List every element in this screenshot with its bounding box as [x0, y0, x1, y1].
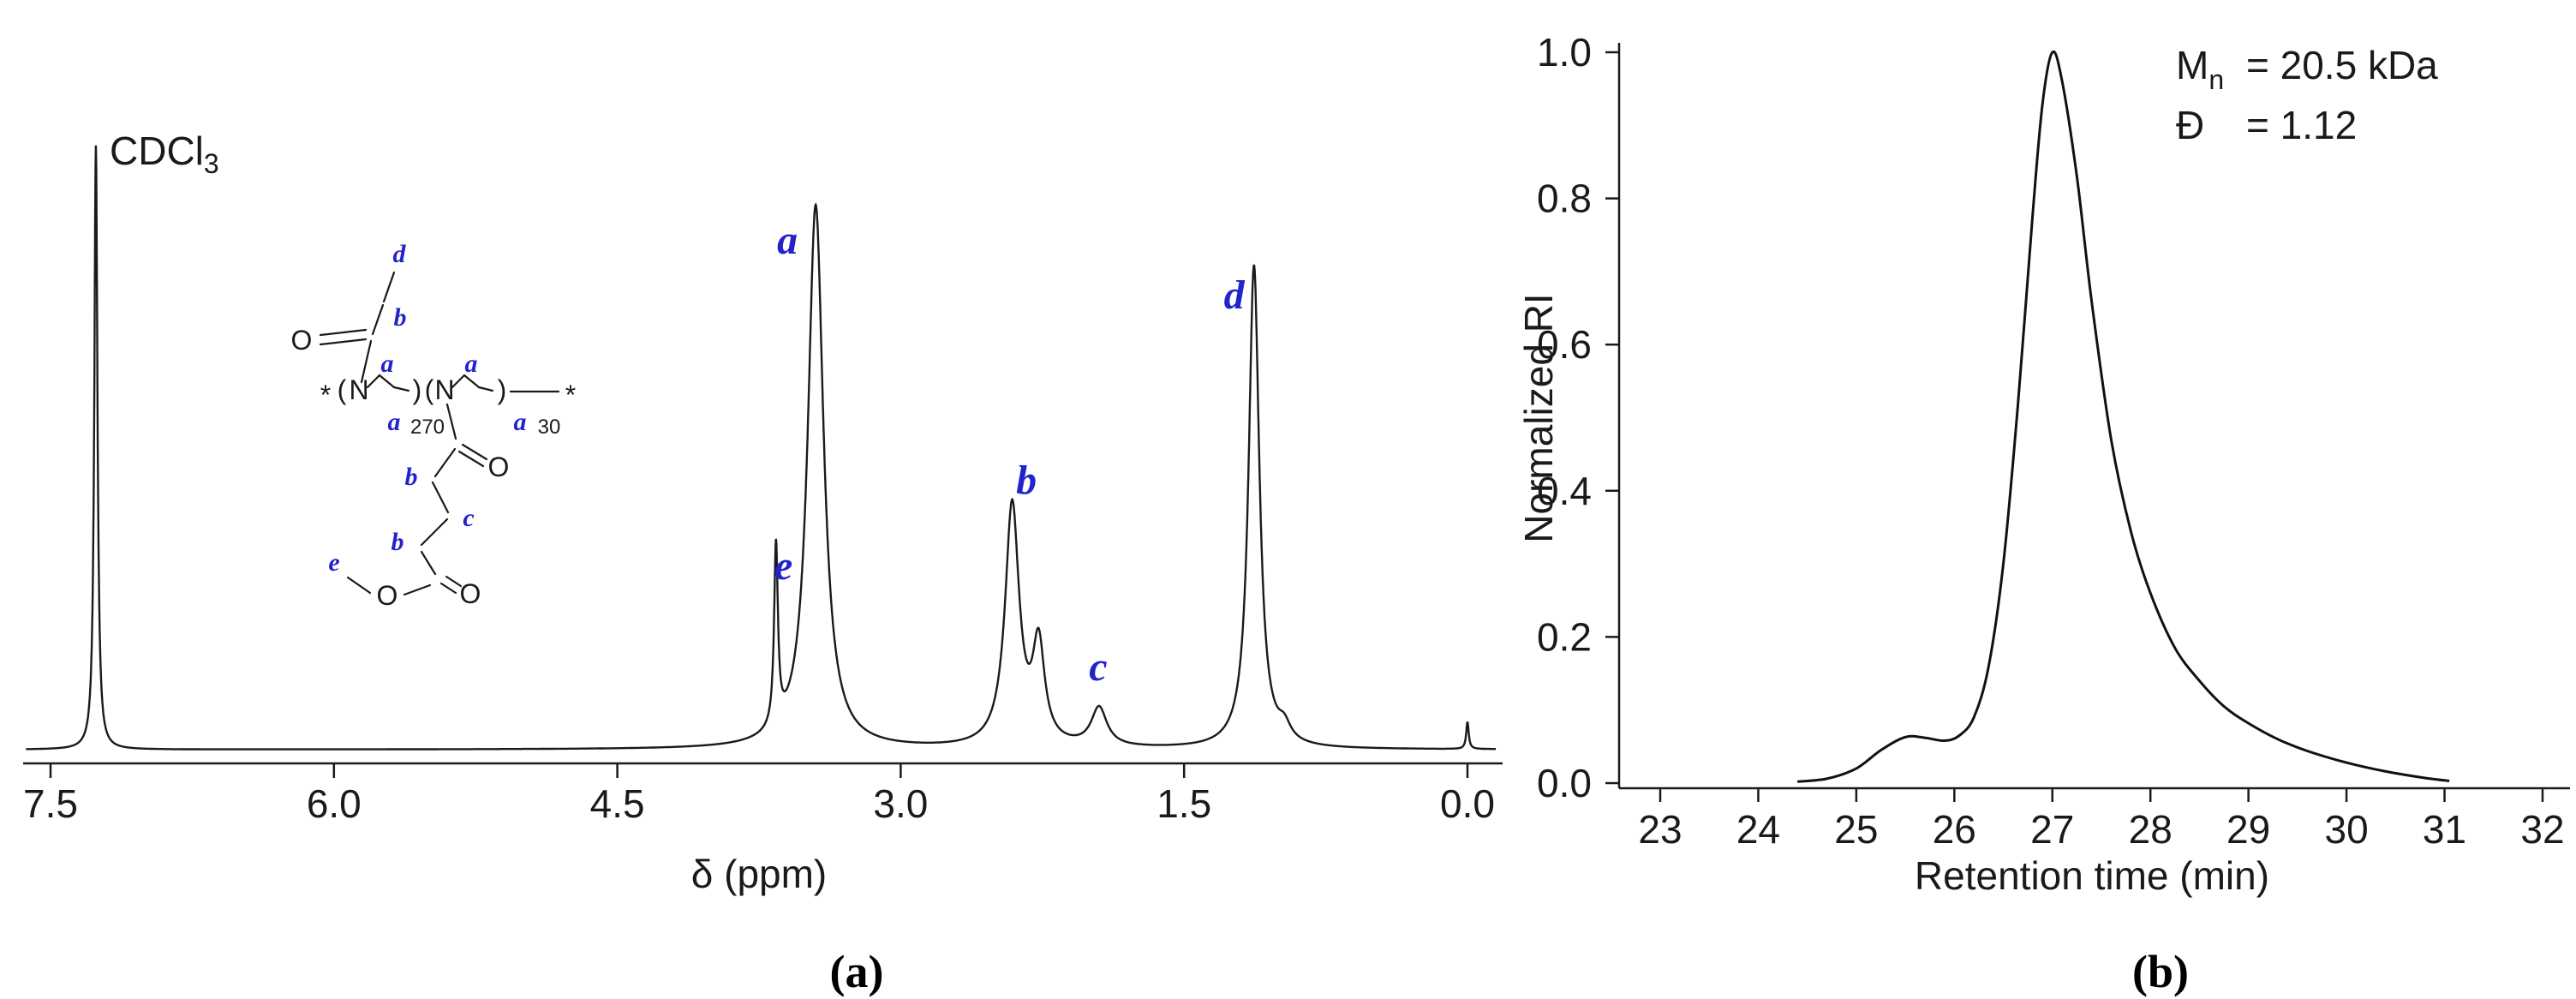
- gpc-y-tick-label: 0.4: [1537, 469, 1592, 513]
- gpc-y-tick-label: 0.6: [1537, 322, 1592, 367]
- bond-line: [360, 339, 373, 384]
- bond-line: [431, 481, 450, 514]
- structure-label-(: (: [425, 374, 434, 405]
- bond-line: [420, 550, 437, 576]
- structure-label-b: b: [405, 463, 418, 491]
- nmr-x-axis-title: δ (ppm): [691, 852, 828, 896]
- peak-label-c: c: [1089, 644, 1107, 690]
- solvent-label: CDCl3: [110, 129, 219, 179]
- bond-line: [382, 271, 396, 303]
- nmr-tick-label: 7.5: [23, 781, 78, 826]
- gpc-x-tick-label: 32: [2520, 807, 2564, 852]
- gpc-x-tick-label: 27: [2030, 807, 2074, 852]
- nmr-spectrum-panel: 7.5 6.0 4.5 3.0 1.5 0.0 δ (ppm) CDCl3 a e b c d d…: [23, 129, 1503, 896]
- bond-line: [392, 386, 410, 392]
- bond-line: [463, 374, 481, 389]
- gpc-y-tick-label: 1.0: [1537, 30, 1592, 75]
- nmr-tick-label: 3.0: [873, 781, 928, 826]
- bond-line: [378, 374, 396, 389]
- structure-label-a: a: [388, 408, 401, 436]
- bond-line: [461, 443, 488, 461]
- bond-line: [371, 303, 385, 336]
- gpc-trace: [1797, 50, 2450, 783]
- bond-line: [433, 447, 457, 478]
- peak-label-d: d: [1224, 272, 1246, 318]
- bond-line: [445, 575, 463, 588]
- structure-label-a: a: [514, 408, 527, 436]
- gpc-x-tick-label: 29: [2226, 807, 2270, 852]
- gpc-x-tick-label: 24: [1736, 807, 1780, 852]
- gpc-y-axis-title: Normalized RI: [1516, 293, 1561, 542]
- bond-line: [451, 374, 466, 389]
- mn-annotation: Mn = 20.5 kDa: [2176, 43, 2438, 95]
- structure-label-b: b: [391, 528, 404, 556]
- nmr-tick-label: 6.0: [307, 781, 362, 826]
- nmr-tick-label: 4.5: [590, 781, 645, 826]
- nmr-peak-labels: a e b c d: [774, 218, 1246, 690]
- bond-line: [457, 450, 485, 468]
- gpc-panel: 23 24 25 26 27 28 29 30 31 32 0.0 0.2 0.4 0.6 0.8 1.0 R…: [1516, 30, 2570, 898]
- bond-line: [420, 517, 449, 547]
- gpc-x-axis-title: Retention time (min): [1915, 853, 2269, 898]
- peak-label-a: a: [777, 218, 798, 263]
- structure-label-a: a: [465, 350, 478, 378]
- gpc-x-tick-label: 25: [1834, 807, 1878, 852]
- gpc-y-tick-label: 0.8: [1537, 176, 1592, 221]
- nmr-tick-label: 0.0: [1440, 781, 1495, 826]
- structure-label-O: O: [291, 325, 313, 356]
- caption-b: (b): [2132, 946, 2189, 997]
- nmr-tick-label: 1.5: [1157, 781, 1211, 826]
- peak-label-b: b: [1016, 458, 1037, 503]
- structure-label-*: *: [320, 380, 331, 410]
- structure-label-c: c: [463, 504, 474, 532]
- structure-label-O: O: [488, 452, 510, 482]
- bond-line: [319, 338, 368, 346]
- structure-label-d: d: [393, 240, 407, 268]
- bond-line: [403, 583, 432, 596]
- structure-label-): ): [413, 374, 422, 405]
- bond-line: [366, 374, 381, 389]
- structure-label-e: e: [328, 548, 339, 577]
- peak-label-e: e: [774, 543, 792, 589]
- structure-label-*: *: [565, 380, 576, 410]
- structure-label-O: O: [460, 578, 481, 609]
- bond-line: [445, 403, 457, 440]
- bond-line: [477, 386, 494, 392]
- structure-label-270: 270: [410, 416, 445, 439]
- structure-label-): ): [498, 374, 507, 405]
- gpc-x-tick-label: 26: [1933, 807, 1976, 852]
- nmr-trace: [26, 145, 1497, 751]
- caption-a: (a): [830, 946, 884, 997]
- structure-label-30: 30: [538, 416, 561, 439]
- structure-label-N: N: [349, 374, 368, 405]
- structure-label-b: b: [394, 303, 407, 332]
- structure-label-(: (: [338, 374, 347, 405]
- dispersity-annotation: Đ = 1.12: [2176, 103, 2357, 147]
- structure-label-N: N: [434, 374, 454, 405]
- gpc-x-tick-label: 31: [2423, 807, 2466, 852]
- gpc-y-tick-label: 0.0: [1537, 761, 1592, 805]
- bond-line: [346, 576, 372, 595]
- bond-line: [319, 328, 368, 337]
- bond-line: [439, 582, 457, 595]
- nmr-axis-ticks: 7.5 6.0 4.5 3.0 1.5 0.0: [23, 763, 1495, 826]
- gpc-x-tick-label: 30: [2324, 807, 2368, 852]
- gpc-y-tick-label: 0.2: [1537, 614, 1592, 659]
- structure-label-O: O: [377, 580, 398, 611]
- gpc-x-tick-label: 23: [1638, 807, 1682, 852]
- gpc-axis-ticks: 23 24 25 26 27 28 29 30 31 32 0.0 0.2 0.4 0.6 0.8 1.0: [1537, 30, 2564, 852]
- gpc-x-tick-label: 28: [2129, 807, 2173, 852]
- structure-label-a: a: [381, 350, 394, 378]
